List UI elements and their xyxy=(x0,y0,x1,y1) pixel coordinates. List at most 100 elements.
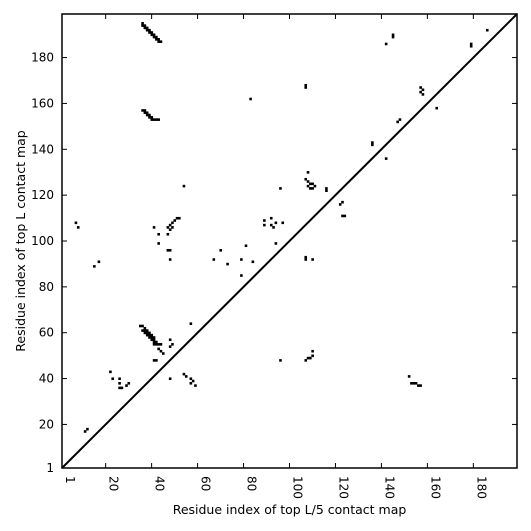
contact-point xyxy=(469,42,473,46)
x-tick-label: 160 xyxy=(428,476,442,499)
contact-point xyxy=(148,336,151,339)
contact-point xyxy=(189,382,193,385)
contact-point xyxy=(155,118,158,121)
contact-point xyxy=(182,372,186,376)
contact-point xyxy=(152,33,156,37)
contact-point xyxy=(152,35,156,39)
contact-point xyxy=(414,382,418,385)
contact-point xyxy=(421,88,425,92)
contact-point xyxy=(143,109,147,112)
contact-point xyxy=(435,106,439,110)
contact-point xyxy=(159,349,163,353)
x-tick-label: 60 xyxy=(199,476,213,491)
contact-point xyxy=(304,83,308,87)
contact-point xyxy=(155,340,158,344)
x-axis-ticks: 1 20 40 60 80 100 120 140 160 180 xyxy=(61,14,488,499)
contact-point xyxy=(97,260,101,264)
contact-point xyxy=(127,382,131,385)
contact-point xyxy=(272,226,275,229)
contact-point xyxy=(194,384,197,387)
contact-point xyxy=(175,216,179,220)
contact-point xyxy=(145,331,149,335)
contact-point xyxy=(143,329,147,332)
contact-point xyxy=(419,90,422,94)
contact-point xyxy=(281,221,285,225)
contact-point xyxy=(155,38,158,41)
y-axis-title: Residue index of top L contact map xyxy=(13,130,28,351)
contact-point xyxy=(168,377,172,381)
contact-point xyxy=(263,219,266,222)
contact-point xyxy=(141,329,144,332)
contact-point xyxy=(111,377,115,381)
contact-point xyxy=(191,379,195,383)
contact-point xyxy=(152,226,156,229)
contact-point xyxy=(306,180,310,183)
contact-point xyxy=(421,93,425,96)
x-tick-label: 120 xyxy=(336,476,350,499)
contact-point xyxy=(118,377,121,381)
contact-point xyxy=(240,274,243,277)
contact-point xyxy=(148,333,151,337)
contact-point xyxy=(410,382,413,385)
contact-point xyxy=(74,221,78,225)
contact-point xyxy=(249,97,252,101)
contact-point xyxy=(306,184,310,188)
contact-point xyxy=(168,338,172,342)
contact-point xyxy=(166,232,170,236)
contact-point xyxy=(391,33,395,37)
contact-point xyxy=(152,340,156,344)
contact-point xyxy=(148,28,151,32)
contact-point xyxy=(325,187,328,190)
contact-point xyxy=(184,375,188,378)
x-tick-label: 80 xyxy=(245,476,259,491)
contact-point xyxy=(157,40,160,43)
contact-point xyxy=(311,258,314,261)
contact-point xyxy=(143,326,147,330)
contact-point xyxy=(83,430,87,433)
y-tick-label: 120 xyxy=(31,188,54,202)
contact-point xyxy=(157,118,160,121)
contact-point xyxy=(143,26,147,30)
contact-point xyxy=(419,384,422,387)
contact-point xyxy=(269,216,273,220)
contact-point xyxy=(143,24,147,27)
contact-point xyxy=(311,354,314,358)
y-tick-label: 160 xyxy=(31,96,54,110)
contact-point xyxy=(118,382,121,385)
contact-point xyxy=(398,118,402,121)
contact-point xyxy=(304,177,308,181)
contact-point xyxy=(309,356,312,360)
contact-point xyxy=(168,228,172,231)
y-tick-label: 60 xyxy=(39,326,54,340)
contact-point xyxy=(274,242,278,245)
contact-point xyxy=(145,113,149,117)
contact-point xyxy=(166,226,170,229)
contact-point xyxy=(419,86,422,89)
contact-point xyxy=(159,40,163,43)
y-tick-label: 20 xyxy=(39,417,54,431)
diagonal-line xyxy=(61,13,518,469)
contact-point xyxy=(485,28,489,32)
contact-point xyxy=(166,249,170,252)
contact-point xyxy=(141,324,144,328)
contact-point xyxy=(306,356,310,360)
contact-point xyxy=(150,33,154,37)
contact-point xyxy=(311,182,314,186)
contact-point xyxy=(141,24,144,27)
contact-point xyxy=(311,349,314,353)
contact-point xyxy=(141,109,144,112)
y-tick-label: 180 xyxy=(31,51,54,65)
contact-point xyxy=(189,377,193,381)
contact-point xyxy=(274,221,278,225)
contact-point xyxy=(168,249,172,252)
contact-point xyxy=(152,343,156,346)
contact-point xyxy=(109,370,112,374)
contact-point xyxy=(152,338,156,342)
contact-point xyxy=(150,31,154,34)
contact-point xyxy=(152,359,156,362)
contact-point xyxy=(157,347,160,351)
contact-point xyxy=(120,386,124,390)
x-tick-label: 1 xyxy=(63,476,77,484)
contact-point xyxy=(155,359,158,362)
